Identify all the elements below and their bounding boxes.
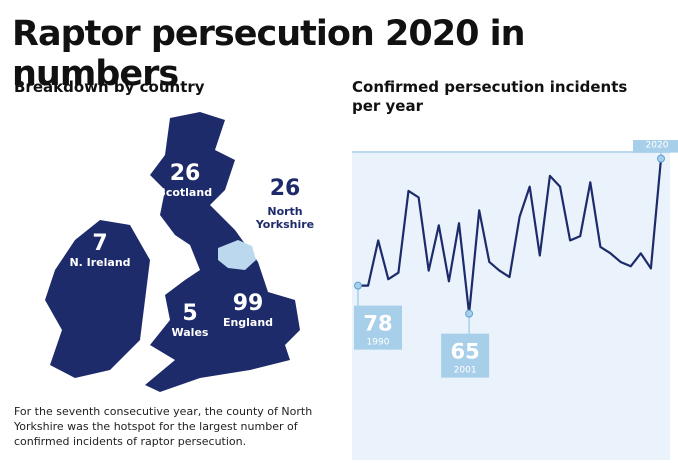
ireland-shape — [45, 220, 150, 378]
line-series — [358, 158, 663, 315]
north-yorkshire-shape — [218, 240, 256, 270]
plot-background — [352, 152, 670, 460]
region-value: 26 — [270, 176, 301, 201]
highlight-point — [354, 281, 362, 290]
region-label: Wales — [172, 326, 209, 339]
highlight-point — [465, 309, 474, 318]
callout-value: 65 — [450, 340, 479, 364]
callout-year: 1990 — [367, 338, 390, 348]
region-label: England — [223, 316, 273, 329]
highlight-point — [657, 154, 665, 163]
region-value: 99 — [233, 291, 264, 316]
map-heading: Breakdown by country — [14, 78, 205, 96]
page-title: Raptor persecution 2020 in numbers — [12, 14, 526, 94]
callout-value: 78 — [363, 312, 392, 336]
callout-year: 2020 — [646, 141, 669, 151]
region-value: 7 — [92, 231, 107, 256]
region-label: Scotland — [158, 186, 212, 199]
chart: 7819906520011372020 — [352, 140, 678, 460]
region-value: 5 — [182, 301, 197, 326]
map-note: For the seventh consecutive year, the co… — [14, 405, 313, 448]
callout-year: 2001 — [454, 366, 477, 376]
callout-box — [441, 333, 490, 378]
region-value: 26 — [170, 161, 201, 186]
region-label: N. Ireland — [69, 256, 130, 269]
region-label: North Yorkshire — [255, 205, 314, 231]
callout-box — [633, 140, 678, 153]
chart-title: Confirmed persecution incidents per year — [352, 78, 628, 115]
callout-box — [354, 305, 402, 350]
